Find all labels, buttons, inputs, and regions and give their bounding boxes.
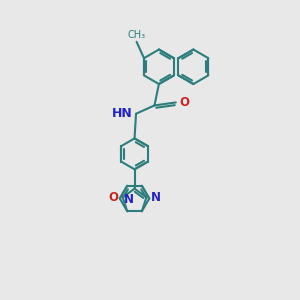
- Text: HN: HN: [111, 107, 132, 120]
- Text: CH₃: CH₃: [128, 30, 146, 40]
- Text: N: N: [124, 194, 134, 206]
- Text: O: O: [108, 191, 118, 204]
- Text: N: N: [151, 191, 161, 204]
- Text: O: O: [179, 96, 189, 109]
